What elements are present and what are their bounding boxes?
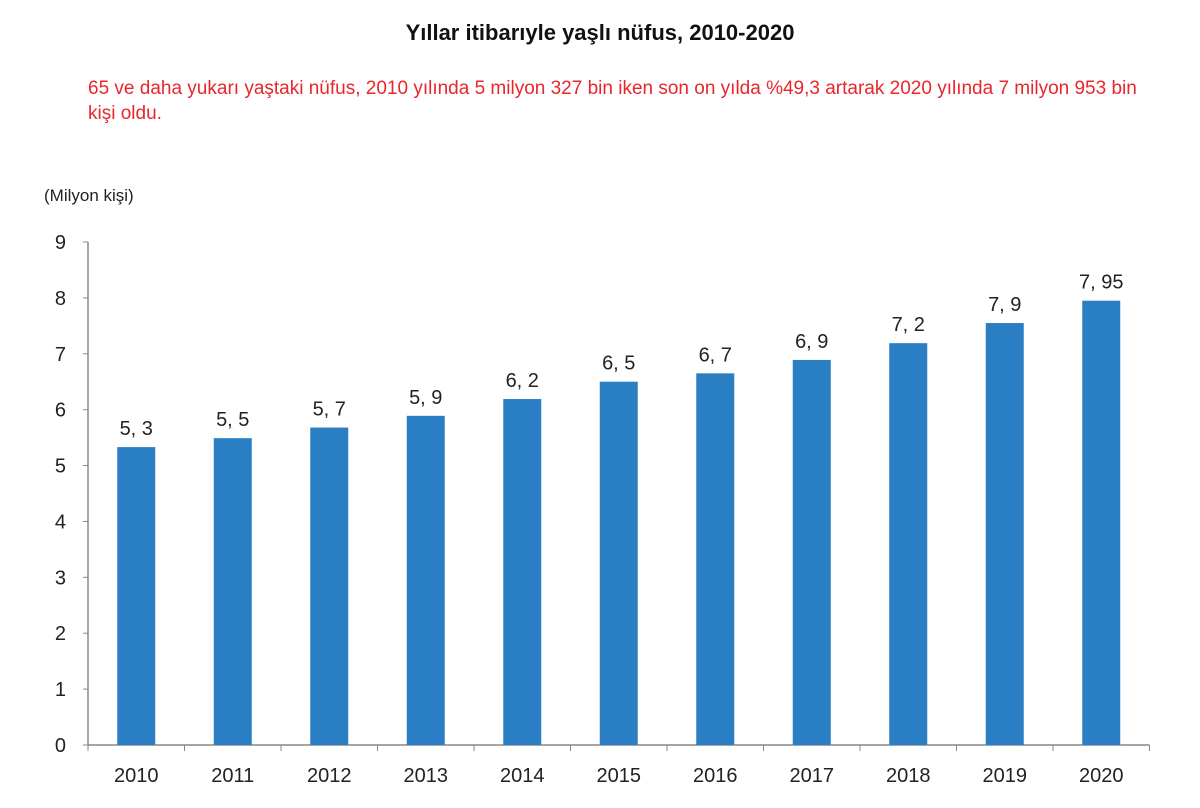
y-tick-label: 0 (55, 735, 66, 757)
data-label-2010: 5, 3 (120, 418, 153, 440)
y-tick-label: 2 (55, 623, 66, 645)
chart-subtitle: 65 ve daha yukarı yaştaki nüfus, 2010 yı… (88, 78, 1137, 124)
data-label-2020: 7, 95 (1079, 272, 1123, 294)
bar-2017 (792, 359, 831, 745)
x-tick-label: 2014 (500, 765, 545, 787)
y-tick-label: 3 (55, 567, 66, 589)
bar-2010 (117, 447, 156, 745)
chart-title: Yıllar itibarıyle yaşlı nüfus, 2010-2020 (405, 20, 795, 45)
x-tick-label: 2020 (1079, 765, 1124, 787)
x-tick-label: 2015 (597, 765, 642, 787)
data-label-2019: 7, 9 (988, 294, 1021, 316)
data-label-2015: 6, 5 (602, 353, 635, 375)
bar-2015 (599, 381, 638, 745)
y-tick-label: 1 (55, 679, 66, 701)
x-tick-label: 2010 (114, 765, 159, 787)
data-label-2014: 6, 2 (506, 370, 539, 392)
bar-2014 (503, 399, 542, 745)
y-tick-label: 9 (55, 232, 66, 254)
x-tick-label: 2018 (886, 765, 931, 787)
bar-2012 (310, 427, 349, 745)
bar-2016 (696, 373, 735, 745)
y-axis-unit-label: (Milyon kişi) (44, 186, 134, 205)
x-tick-label: 2012 (307, 765, 352, 787)
x-tick-label: 2011 (211, 765, 254, 787)
data-label-2012: 5, 7 (313, 399, 346, 421)
bar-2018 (889, 343, 928, 745)
x-tick-label: 2019 (983, 765, 1028, 787)
data-label-2018: 7, 2 (892, 314, 925, 336)
x-tick-label: 2016 (693, 765, 738, 787)
x-tick-label: 2013 (404, 765, 449, 787)
y-tick-label: 4 (55, 511, 66, 533)
bar-2020 (1082, 300, 1121, 745)
y-tick-label: 8 (55, 288, 66, 310)
data-label-2013: 5, 9 (409, 387, 442, 409)
y-tick-label: 7 (55, 344, 66, 366)
bar-2013 (406, 415, 445, 745)
data-label-2016: 6, 7 (699, 344, 732, 366)
bar-2019 (985, 323, 1024, 745)
y-tick-label: 5 (55, 456, 66, 478)
x-tick-label: 2017 (790, 765, 835, 787)
y-tick-label: 6 (55, 400, 66, 422)
bar-2011 (213, 438, 252, 745)
data-label-2017: 6, 9 (795, 331, 828, 353)
data-label-2011: 5, 5 (216, 409, 249, 431)
